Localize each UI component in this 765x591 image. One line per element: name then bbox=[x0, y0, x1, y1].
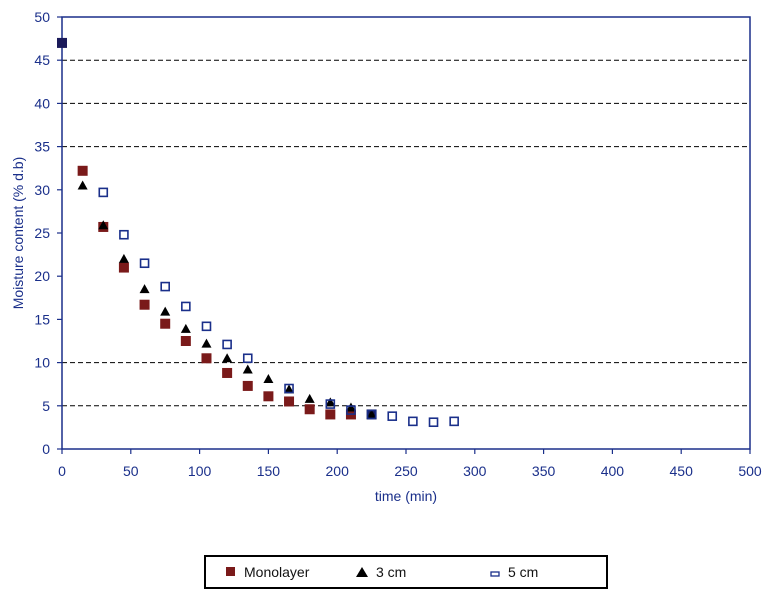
plot-frame bbox=[61, 16, 751, 450]
five-cm-point bbox=[119, 229, 129, 240]
monolayer-point bbox=[139, 299, 150, 310]
square-marker-icon bbox=[226, 567, 235, 576]
x-tick-label: 450 bbox=[670, 463, 694, 479]
five-cm-point bbox=[284, 383, 294, 394]
y-tick-label: 50 bbox=[34, 9, 50, 25]
y-tick-label: 5 bbox=[42, 398, 50, 414]
x-tick-label: 300 bbox=[463, 463, 487, 479]
three-cm-point bbox=[345, 402, 356, 412]
open-square-marker-icon bbox=[490, 571, 500, 577]
monolayer-point bbox=[180, 336, 191, 346]
five-cm-point bbox=[242, 353, 253, 364]
legend-label-5cm: 5 cm bbox=[508, 564, 539, 580]
y-axis-title: Moisture content (% d.b) bbox=[10, 157, 26, 310]
monolayer-point bbox=[242, 380, 253, 391]
five-cm-point bbox=[366, 409, 377, 420]
x-tick-label: 0 bbox=[58, 463, 66, 479]
five-cm-point bbox=[98, 187, 109, 198]
five-cm-point bbox=[449, 416, 459, 427]
monolayer-point bbox=[160, 318, 171, 329]
data-points bbox=[57, 37, 459, 428]
x-tick-label: 500 bbox=[738, 463, 762, 479]
three-cm-point bbox=[284, 384, 295, 394]
monolayer-point bbox=[263, 391, 274, 402]
three-cm-point bbox=[325, 397, 336, 407]
three-cm-point bbox=[77, 180, 88, 190]
three-cm-point bbox=[242, 364, 253, 374]
y-tick-label: 10 bbox=[34, 355, 50, 371]
five-cm-point bbox=[428, 417, 439, 428]
five-cm-point bbox=[160, 281, 170, 292]
five-cm-point bbox=[181, 301, 191, 312]
five-cm-point bbox=[325, 399, 336, 409]
x-tick-label: 400 bbox=[601, 463, 625, 479]
y-tick-label: 30 bbox=[34, 182, 50, 198]
x-tick-label: 50 bbox=[123, 463, 139, 479]
three-cm-point bbox=[222, 353, 233, 363]
three-cm-point bbox=[201, 338, 212, 348]
x-tick-label: 350 bbox=[532, 463, 556, 479]
monolayer-point bbox=[201, 353, 212, 364]
monolayer-point bbox=[222, 367, 233, 378]
three-cm-point bbox=[263, 374, 274, 384]
x-axis-title: time (min) bbox=[375, 488, 437, 504]
five-cm-point bbox=[408, 416, 418, 427]
y-tick-label: 0 bbox=[42, 441, 50, 457]
legend-item-5cm: 5 cm bbox=[490, 557, 538, 587]
monolayer-point bbox=[325, 409, 336, 420]
x-tick-label: 250 bbox=[394, 463, 418, 479]
five-cm-point bbox=[346, 405, 356, 415]
three-cm-point bbox=[118, 253, 129, 263]
monolayer-point bbox=[57, 37, 67, 48]
three-cm-point bbox=[98, 220, 109, 230]
legend-label-3cm: 3 cm bbox=[376, 564, 407, 580]
three-cm-point bbox=[366, 409, 377, 419]
monolayer-point bbox=[304, 404, 315, 415]
triangle-marker-icon bbox=[356, 567, 368, 577]
x-tick-label: 100 bbox=[188, 463, 212, 479]
legend: Monolayer 3 cm 5 cm bbox=[204, 555, 608, 589]
monolayer-point bbox=[118, 262, 129, 273]
x-tick-label: 150 bbox=[257, 463, 281, 479]
three-cm-point bbox=[139, 284, 150, 294]
y-tick-label: 25 bbox=[34, 225, 50, 241]
y-tick-label: 40 bbox=[34, 95, 50, 111]
y-tick-label: 15 bbox=[34, 311, 50, 327]
five-cm-point bbox=[222, 339, 232, 350]
y-tick-label: 35 bbox=[34, 139, 50, 155]
five-cm-point bbox=[201, 321, 212, 332]
axis-ticks bbox=[57, 16, 751, 454]
monolayer-point bbox=[284, 396, 295, 407]
y-tick-label: 20 bbox=[34, 268, 50, 284]
three-cm-point bbox=[180, 323, 191, 333]
five-cm-point bbox=[139, 258, 150, 269]
y-tick-label: 45 bbox=[34, 52, 50, 68]
gridlines bbox=[62, 59, 750, 407]
five-cm-point bbox=[387, 411, 398, 421]
legend-label-monolayer: Monolayer bbox=[244, 564, 310, 580]
three-cm-point bbox=[304, 393, 315, 403]
monolayer-point bbox=[77, 165, 88, 176]
x-tick-label: 200 bbox=[326, 463, 350, 479]
legend-item-monolayer: Monolayer bbox=[226, 557, 309, 587]
legend-item-3cm: 3 cm bbox=[356, 557, 406, 587]
three-cm-point bbox=[160, 306, 171, 316]
